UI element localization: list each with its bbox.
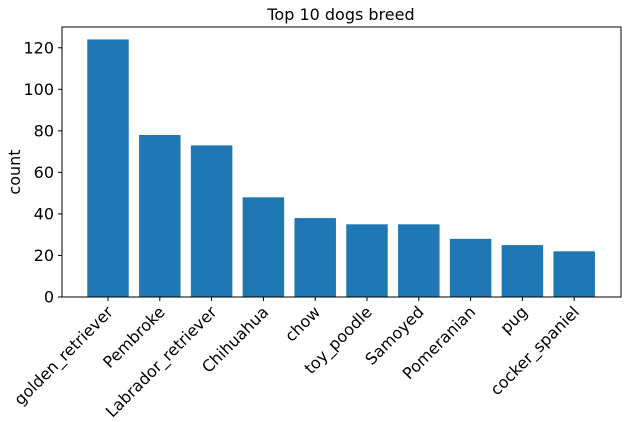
bar-Pomeranian — [449, 238, 492, 297]
y-tick-label: 0 — [44, 288, 54, 307]
y-tick-label: 80 — [34, 121, 54, 140]
y-tick-label: 40 — [34, 204, 54, 223]
bar-pug — [501, 245, 544, 297]
y-axis-label: count — [5, 149, 24, 194]
chart-title: Top 10 dogs breed — [266, 5, 414, 24]
y-axis: 0 20 40 60 80 100 120 — [23, 38, 62, 307]
x-axis: golden_retrieverPembrokeLabrador_retriev… — [10, 297, 584, 422]
bar-toy_poodle — [346, 224, 388, 297]
bars-group — [87, 39, 595, 297]
bar-Pembroke — [139, 135, 181, 297]
bar-cocker_spaniel — [553, 251, 595, 297]
bar-Labrador_retriever — [190, 145, 233, 297]
bar-golden_retriever — [87, 39, 129, 297]
y-tick-label: 20 — [34, 246, 54, 265]
bar-Chihuahua — [242, 197, 285, 297]
plot-frame — [61, 26, 622, 298]
y-tick-label: 60 — [34, 163, 54, 182]
y-tick-label: 100 — [23, 80, 54, 99]
bar-Samoyed — [398, 224, 440, 297]
x-tick-label: cocker_spaniel — [486, 302, 583, 399]
bar-chow — [294, 218, 336, 297]
x-tick-label: pug — [496, 302, 531, 337]
y-tick-label: 120 — [23, 38, 54, 57]
x-tick-label: chow — [281, 302, 324, 345]
